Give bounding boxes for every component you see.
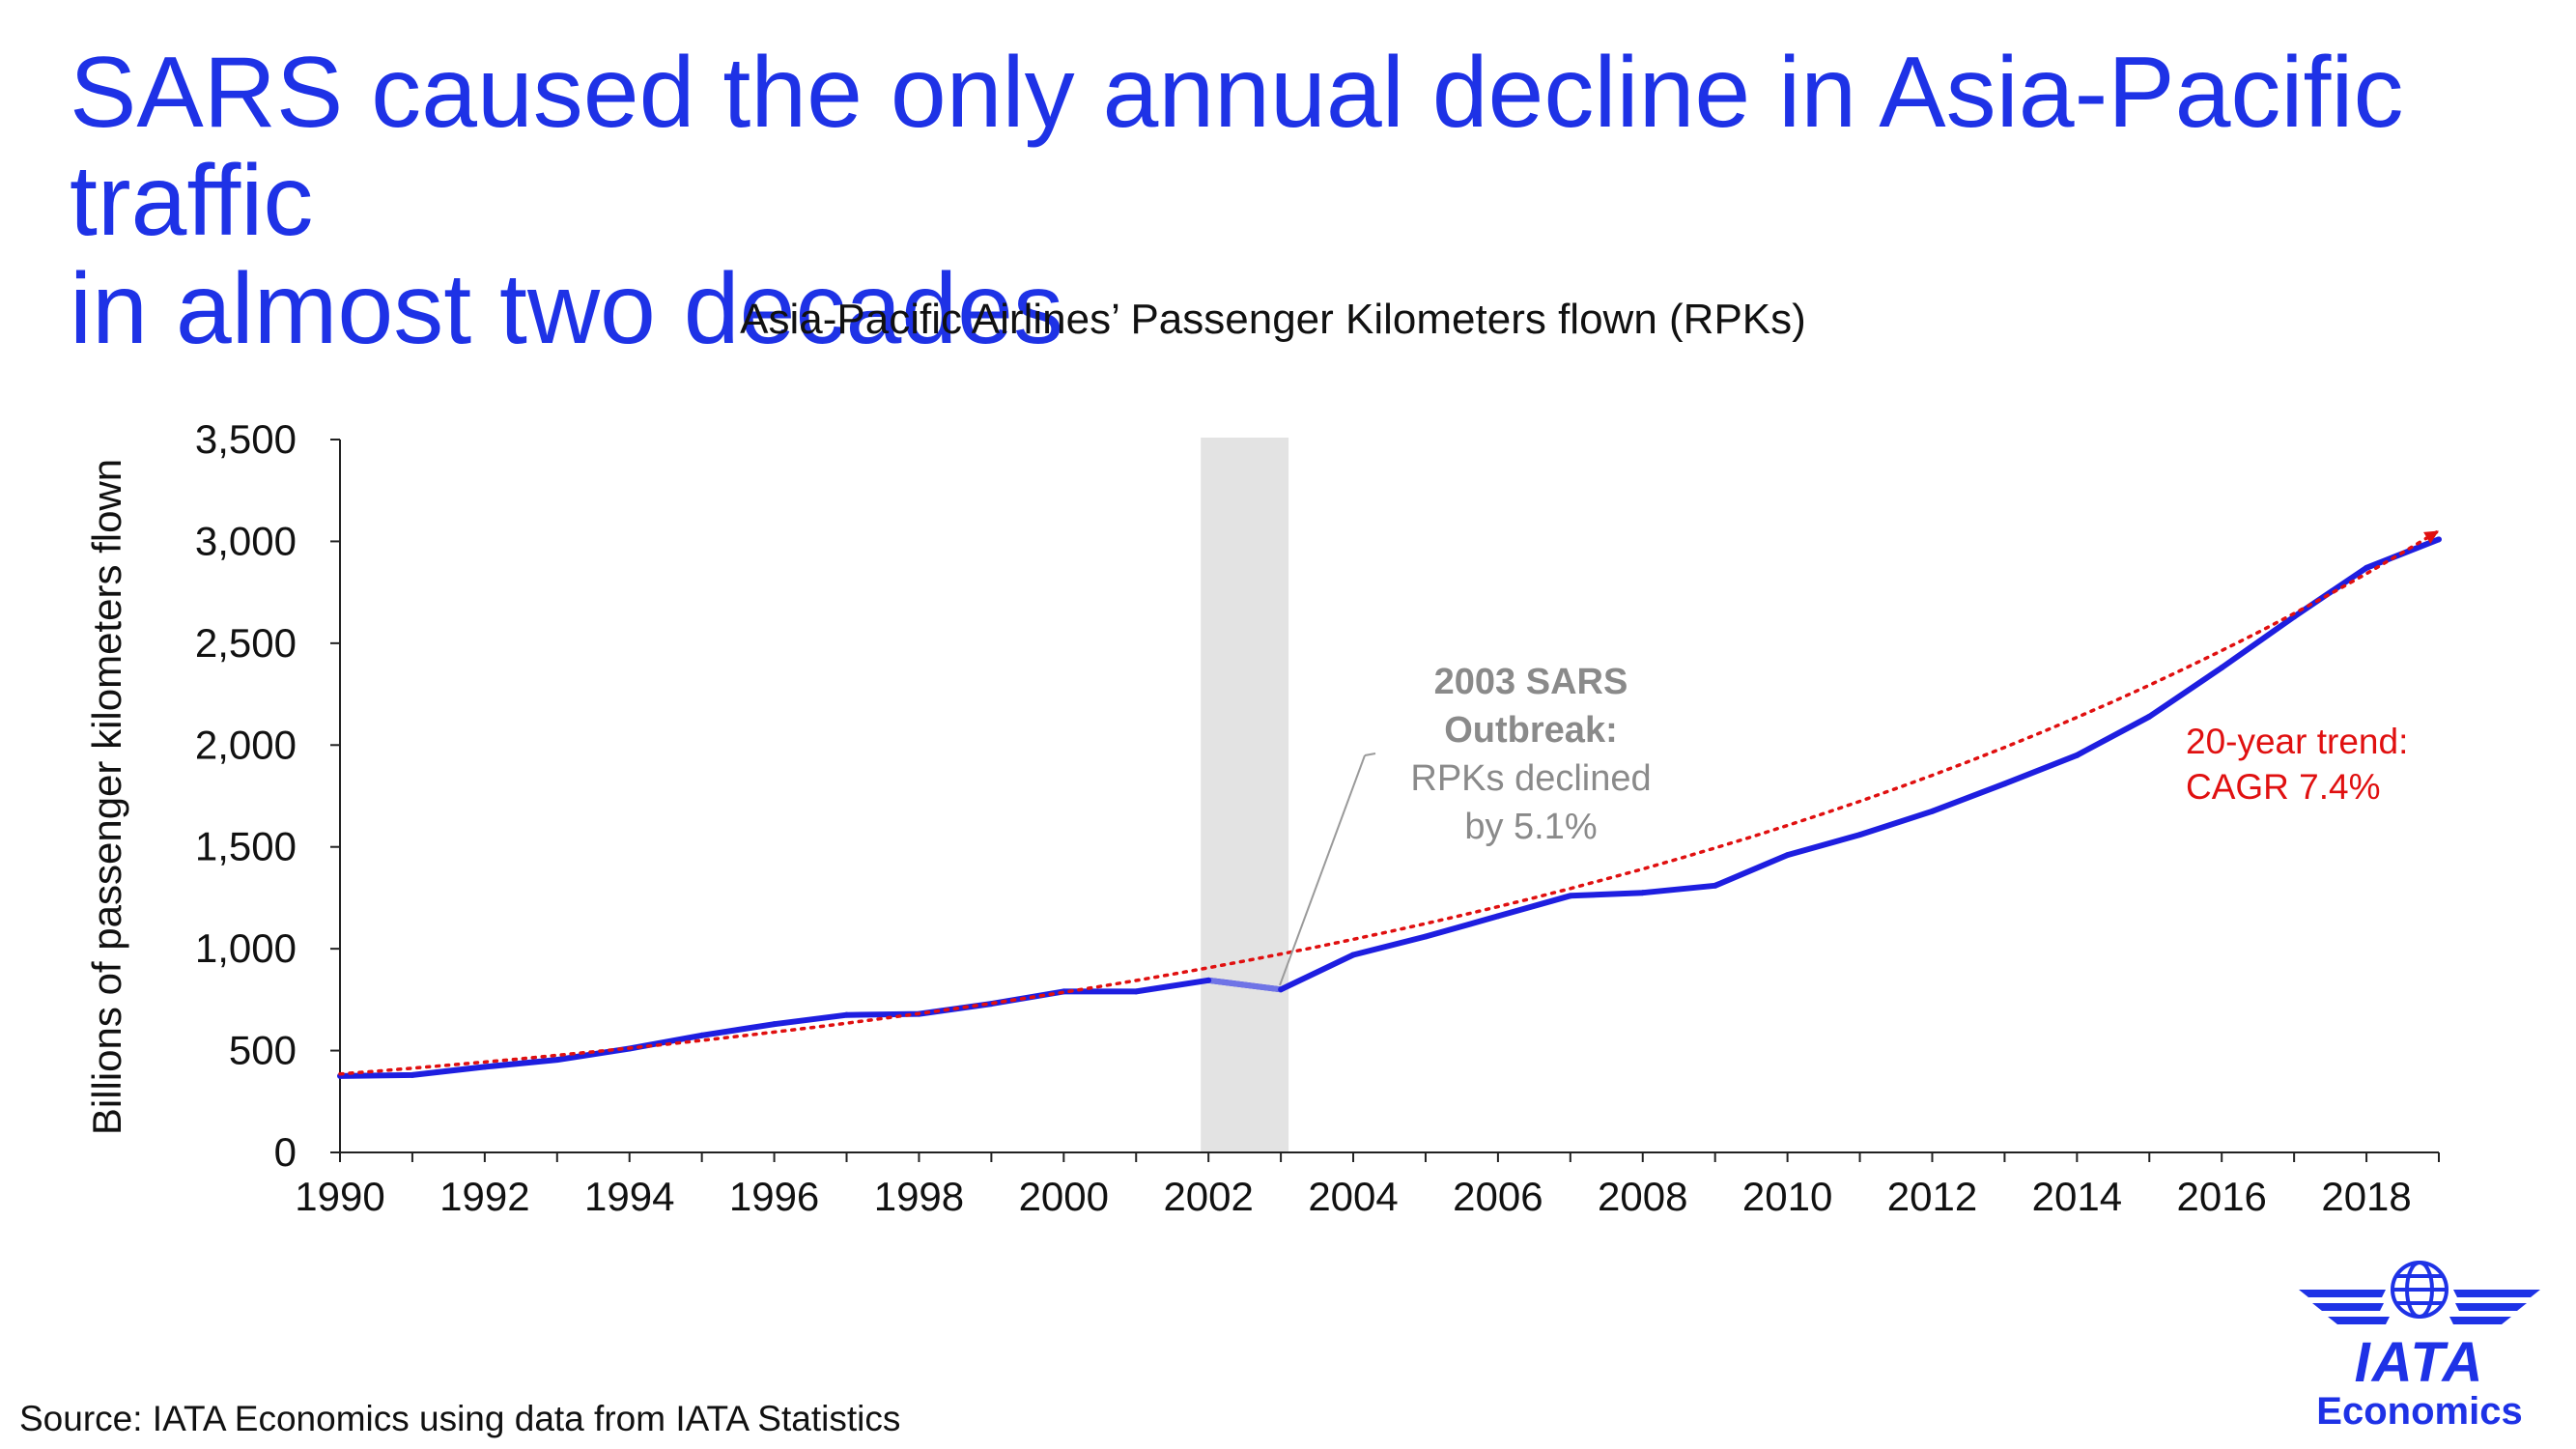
rpk-data-point bbox=[409, 1071, 415, 1078]
x-tick-label: 2004 bbox=[1308, 1174, 1398, 1219]
rpk-data-point bbox=[1205, 977, 1212, 983]
rpk-data-point bbox=[1422, 933, 1429, 940]
headline-line-1: SARS caused the only annual decline in A… bbox=[70, 37, 2404, 257]
iata-economics-logo: IATA Economics bbox=[2289, 1251, 2550, 1435]
sars-highlight-band bbox=[1201, 438, 1289, 1152]
y-tick-label: 1,500 bbox=[195, 824, 297, 869]
rpk-data-point bbox=[2364, 564, 2370, 571]
x-tick-label: 2010 bbox=[1742, 1174, 1832, 1219]
rpk-data-point bbox=[2074, 752, 2081, 758]
x-tick-label: 2008 bbox=[1598, 1174, 1687, 1219]
y-tick-label: 0 bbox=[274, 1129, 297, 1175]
headline: SARS caused the only annual decline in A… bbox=[70, 39, 2562, 363]
x-tick-label: 2018 bbox=[2321, 1174, 2411, 1219]
rpk-data-point bbox=[2436, 536, 2442, 543]
headline-line-2: in almost two decades bbox=[70, 253, 1063, 365]
sars-annotation-text-2: by 5.1% bbox=[1464, 807, 1597, 847]
source-note: Source: IATA Economics using data from I… bbox=[19, 1399, 901, 1438]
y-axis-label: Billions of passenger kilometers flown bbox=[84, 459, 129, 1135]
rpk-data-point bbox=[2219, 665, 2225, 671]
x-tick-label: 2012 bbox=[1887, 1174, 1977, 1219]
rpk-data-point bbox=[1639, 890, 1646, 896]
y-tick-label: 1,000 bbox=[195, 925, 297, 971]
x-tick-label: 2000 bbox=[1019, 1174, 1109, 1219]
y-tick-label: 2,000 bbox=[195, 722, 297, 767]
x-tick-label: 2002 bbox=[1163, 1174, 1253, 1219]
rpk-data-point bbox=[1929, 808, 1936, 814]
rpk-data-point bbox=[481, 1064, 488, 1070]
logo-economics-text: Economics bbox=[2316, 1390, 2523, 1433]
x-tick-label: 1994 bbox=[584, 1174, 674, 1219]
y-tick-label: 500 bbox=[229, 1028, 297, 1073]
x-tick-label: 1990 bbox=[295, 1174, 384, 1219]
rpk-data-point bbox=[2001, 781, 2008, 787]
y-tick-label: 3,500 bbox=[195, 416, 297, 462]
sars-annotation-title-2: Outbreak: bbox=[1444, 710, 1617, 751]
x-tick-label: 1996 bbox=[729, 1174, 819, 1219]
trend-annotation-2: CAGR 7.4% bbox=[2186, 767, 2381, 807]
y-tick-label: 3,000 bbox=[195, 518, 297, 563]
rpk-data-point bbox=[1567, 893, 1573, 899]
rpk-data-point bbox=[1133, 988, 1140, 995]
rpk-data-point bbox=[1278, 986, 1285, 993]
x-tick-label: 2006 bbox=[1453, 1174, 1543, 1219]
rpk-data-point bbox=[1350, 952, 1357, 958]
rpk-data-point bbox=[2146, 713, 2153, 720]
rpk-data-point bbox=[1784, 852, 1791, 859]
y-tick-label: 2,500 bbox=[195, 620, 297, 666]
rpk-data-point bbox=[843, 1011, 850, 1018]
rpk-series-line bbox=[339, 536, 2441, 1079]
x-tick-label: 2016 bbox=[2176, 1174, 2266, 1219]
x-tick-label: 1992 bbox=[439, 1174, 529, 1219]
rpk-data-point bbox=[771, 1021, 778, 1028]
logo-iata-text: IATA bbox=[2354, 1331, 2485, 1394]
trend-arrowhead bbox=[2423, 530, 2439, 544]
chart-title: Asia-Pacific Airlines’ Passenger Kilomet… bbox=[740, 296, 1806, 343]
trend-line bbox=[338, 528, 2441, 1076]
rpk-data-point bbox=[1712, 882, 1718, 889]
rpk-data-point bbox=[1494, 913, 1501, 920]
sars-annotation-text-1: RPKs declined bbox=[1410, 758, 1651, 799]
rpk-data-point bbox=[553, 1057, 560, 1064]
rpk-data-point bbox=[698, 1032, 705, 1038]
rpk-data-point bbox=[1856, 832, 1863, 838]
trend-annotation-1: 20-year trend: bbox=[2186, 722, 2408, 761]
x-tick-label: 2014 bbox=[2032, 1174, 2122, 1219]
sars-annotation-title-1: 2003 SARS bbox=[1434, 662, 1628, 702]
iata-globe-wings-icon bbox=[2299, 1261, 2540, 1324]
sars-callout-line bbox=[1279, 754, 1366, 986]
sars-callout-tick bbox=[1364, 753, 1376, 756]
rpk-sars-segment bbox=[1207, 977, 1282, 993]
x-tick-label: 1998 bbox=[874, 1174, 964, 1219]
